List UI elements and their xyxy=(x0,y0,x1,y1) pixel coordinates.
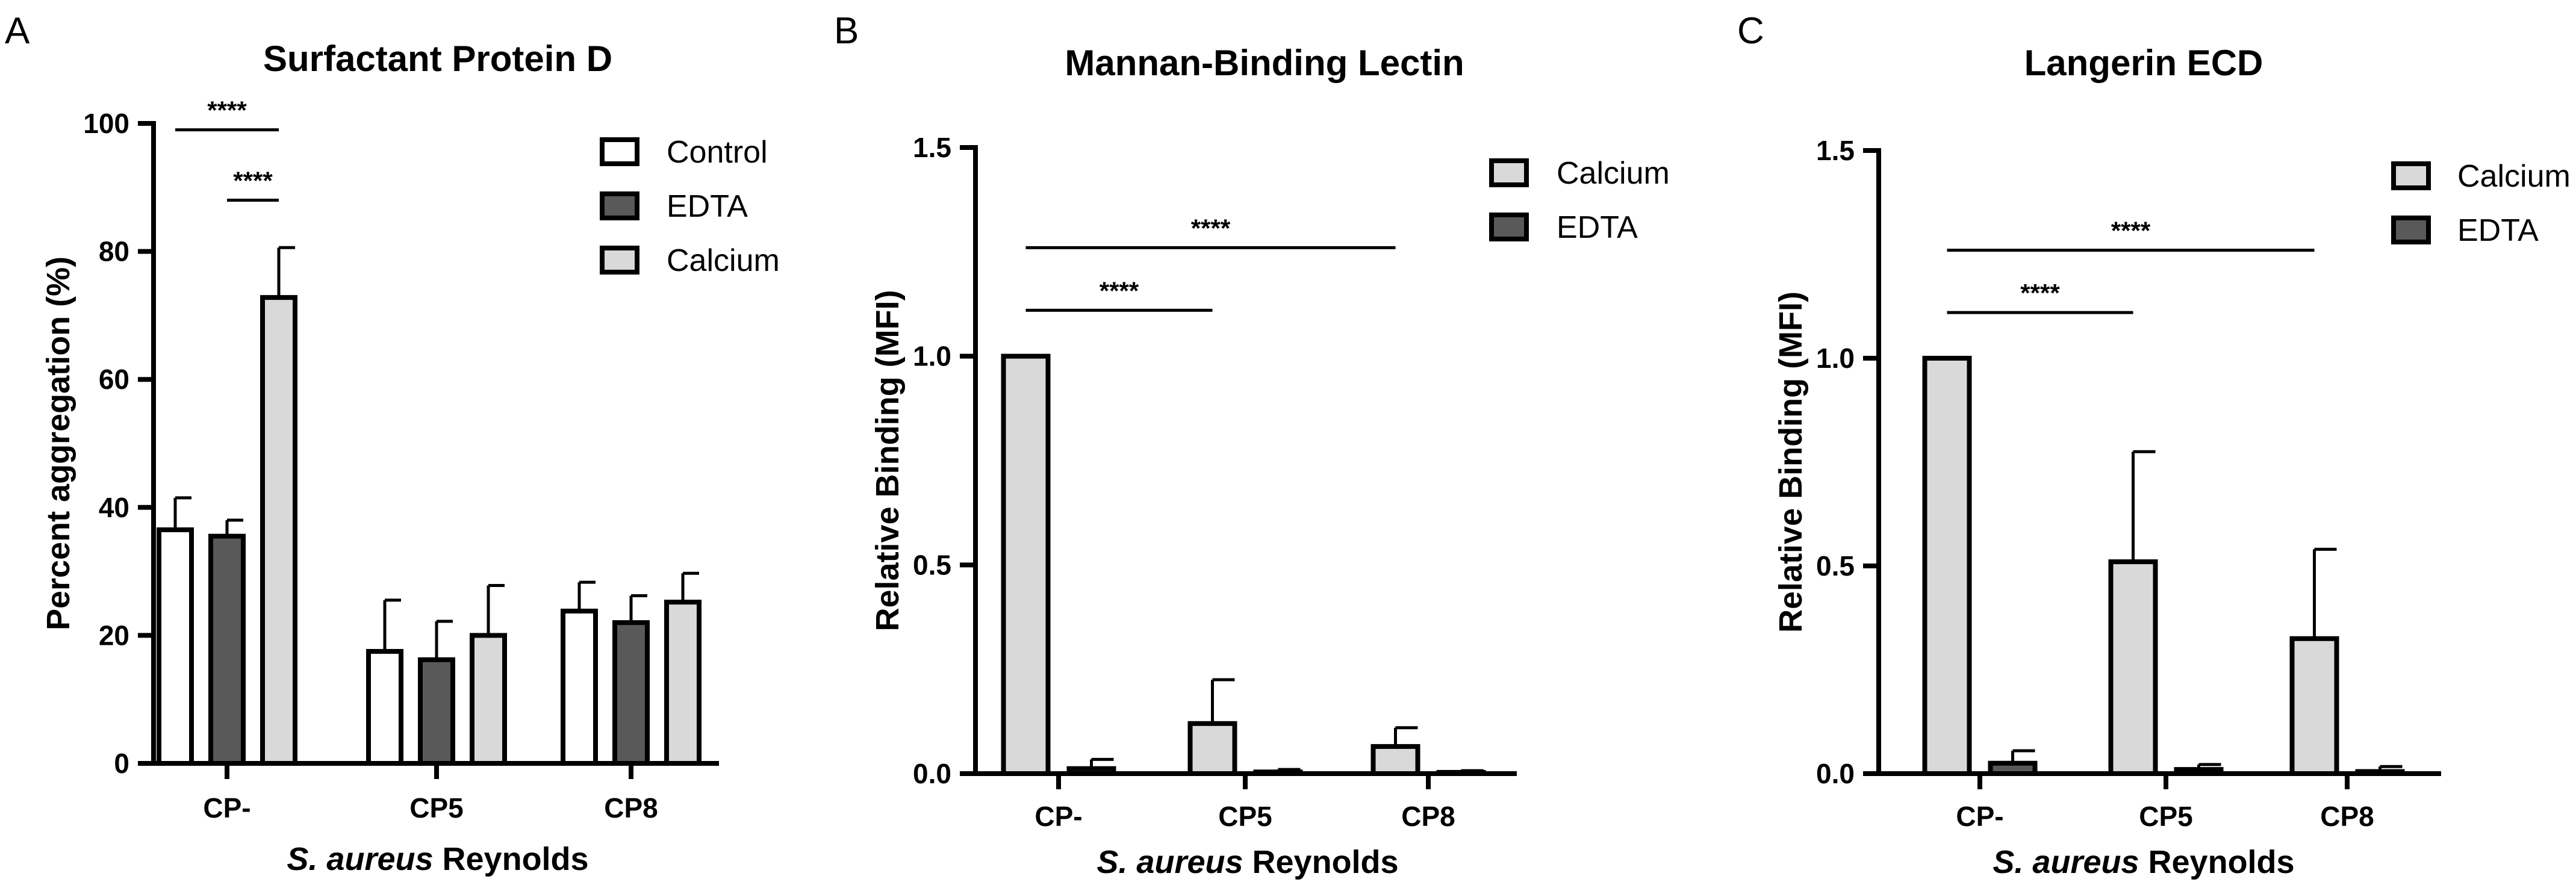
y-axis-label: Percent aggregation (%) xyxy=(40,256,76,630)
bar-calcium-cp8 xyxy=(2289,636,2339,776)
x-tick-label-cp5: CP5 xyxy=(409,792,463,824)
legend-label-edta: EDTA xyxy=(1557,210,1638,245)
bar-calcium-cp5 xyxy=(470,633,507,766)
x-axis-label: S. aureus Reynolds xyxy=(1993,844,2294,880)
bar-control-cp8 xyxy=(561,609,598,766)
y-tick-label: 60 xyxy=(99,364,129,395)
bar-calcium-cp xyxy=(1001,353,1051,776)
legend-label-control: Control xyxy=(667,135,768,170)
legend-swatch-edta xyxy=(1489,213,1529,241)
bar-control-cp5 xyxy=(366,648,403,766)
x-axis-label: S. aureus Reynolds xyxy=(1097,844,1398,880)
chart-title: Langerin ECD xyxy=(2024,43,2263,83)
y-tick-label: 0.0 xyxy=(1816,758,1855,789)
x-tick-label-cp: CP- xyxy=(1956,801,2003,832)
bar-calcium-cp xyxy=(1922,356,1972,776)
bar-edta-cp5 xyxy=(418,657,455,766)
legend-label-calcium: Calcium xyxy=(667,243,780,278)
y-tick-label: 80 xyxy=(99,236,129,267)
legend-swatch-control xyxy=(600,137,639,166)
bar-calcium-cp8 xyxy=(1370,744,1420,777)
y-tick-label: 100 xyxy=(83,108,129,139)
y-tick-label: 0.5 xyxy=(1816,550,1855,582)
x-tick-label-cp5: CP5 xyxy=(2139,801,2192,832)
panel-letter-c: C xyxy=(1737,10,1764,52)
panel-letter-b: B xyxy=(834,10,859,52)
bar-calcium-cp8 xyxy=(664,600,702,766)
significance-label: **** xyxy=(2111,217,2151,245)
x-tick-label-cp8: CP8 xyxy=(2320,801,2374,832)
legend-swatch-edta xyxy=(2391,216,2431,244)
significance-label: **** xyxy=(1191,214,1231,242)
bar-edta-cp xyxy=(208,533,246,766)
chart-panel-surfactant-protein-d: Surfactant Protein D Percent aggregation … xyxy=(40,39,780,877)
x-axis-label-species: S. aureus xyxy=(1993,844,2139,880)
y-tick-label: 0.5 xyxy=(913,549,951,580)
x-axis-label-species: S. aureus xyxy=(1097,844,1243,880)
legend-label-calcium: Calcium xyxy=(2457,159,2571,194)
legend-swatch-edta xyxy=(600,191,639,220)
y-tick-label: 1.5 xyxy=(1816,135,1855,166)
x-axis-label-strain: Reynolds xyxy=(2139,844,2295,880)
bar-edta-cp8 xyxy=(612,620,650,766)
significance-label: **** xyxy=(2020,279,2060,307)
x-tick-label-cp: CP- xyxy=(203,792,250,824)
bar-calcium-cp5 xyxy=(1187,721,1237,777)
chart-title: Surfactant Protein D xyxy=(263,39,612,79)
legend-label-edta: EDTA xyxy=(2457,213,2539,248)
significance-label: **** xyxy=(1100,276,1139,305)
y-axis-label: Relative Binding (MFI) xyxy=(1773,291,1809,633)
x-tick-label-cp5: CP5 xyxy=(1218,801,1272,832)
x-tick-label-cp: CP- xyxy=(1034,801,1082,832)
y-tick-label: 40 xyxy=(99,492,129,523)
y-tick-label: 1.0 xyxy=(1816,343,1855,374)
legend-swatch-calcium xyxy=(1489,158,1529,187)
y-tick-label: 0 xyxy=(114,748,129,779)
x-tick-label-cp8: CP8 xyxy=(1401,801,1455,832)
chart-title: Mannan-Binding Lectin xyxy=(1065,43,1464,83)
chart-panel-langerin-ecd: Langerin ECD Relative Binding (MFI) S. aur… xyxy=(1773,43,2571,880)
x-axis-label: S. aureus Reynolds xyxy=(287,841,588,877)
x-tick-label-cp8: CP8 xyxy=(604,792,658,824)
y-axis-label: Relative Binding (MFI) xyxy=(870,290,906,632)
legend-swatch-calcium xyxy=(600,246,639,275)
legend-label-edta: EDTA xyxy=(667,189,748,224)
legend-swatch-calcium xyxy=(2391,161,2431,190)
y-tick-label: 0.0 xyxy=(913,758,951,789)
bar-calcium-cp5 xyxy=(2108,559,2158,776)
y-tick-label: 1.0 xyxy=(913,341,951,372)
y-tick-label: 20 xyxy=(99,620,129,651)
panel-letter-a: A xyxy=(5,10,30,52)
x-axis-label-strain: Reynolds xyxy=(434,841,589,877)
significance-label: **** xyxy=(233,167,273,195)
bar-calcium-cp xyxy=(260,295,297,766)
chart-panel-mannan-binding-lectin: Mannan-Binding Lectin Relative Binding (M… xyxy=(870,43,1670,880)
y-tick-label: 1.5 xyxy=(913,132,951,163)
bar-control-cp xyxy=(157,527,194,766)
x-axis-label-species: S. aureus xyxy=(287,841,433,877)
x-axis-label-strain: Reynolds xyxy=(1243,844,1399,880)
legend-label-calcium: Calcium xyxy=(1557,156,1670,191)
significance-label: **** xyxy=(207,96,247,125)
